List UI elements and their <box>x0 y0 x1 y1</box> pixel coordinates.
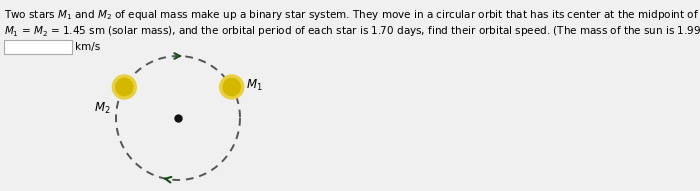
Text: $M_2$: $M_2$ <box>94 101 111 116</box>
Text: Two stars $M_1$ and $M_2$ of equal mass make up a binary star system. They move : Two stars $M_1$ and $M_2$ of equal mass … <box>4 8 700 22</box>
Circle shape <box>112 75 136 99</box>
Circle shape <box>220 75 244 99</box>
Text: $M_1$: $M_1$ <box>246 77 262 93</box>
Text: $M_1$ = $M_2$ = 1.45 sm (solar mass), and the orbital period of each star is 1.7: $M_1$ = $M_2$ = 1.45 sm (solar mass), an… <box>4 23 700 39</box>
Text: km/s: km/s <box>75 42 100 52</box>
Bar <box>4 40 72 54</box>
Circle shape <box>223 78 240 96</box>
Circle shape <box>116 78 133 96</box>
